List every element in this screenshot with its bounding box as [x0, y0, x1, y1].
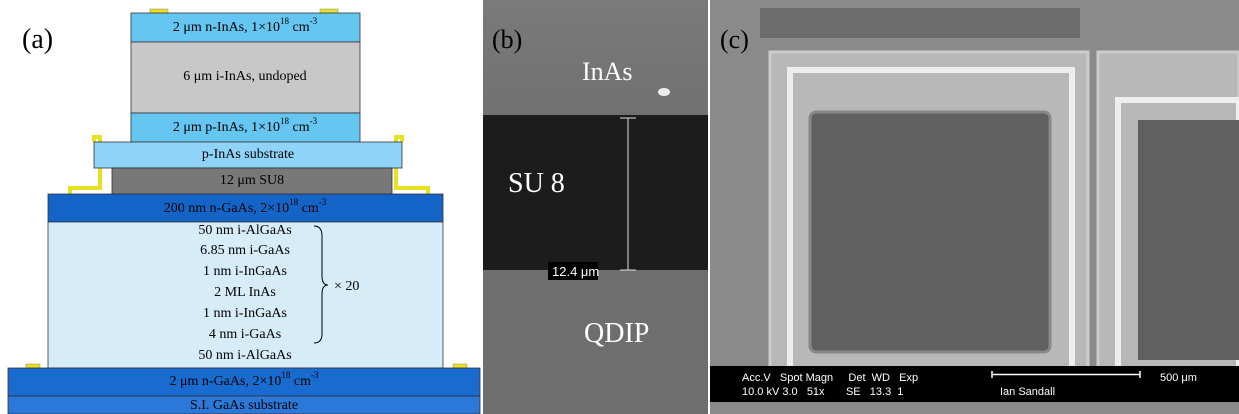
- region-label: SU 8: [508, 168, 565, 199]
- panel-label: (b): [492, 25, 522, 54]
- sl-line: 50 nm i-AlGaAs: [198, 348, 291, 363]
- info-header: Acc.V Spot Magn Det WD Exp: [742, 372, 918, 384]
- region-label: QDIP: [584, 318, 649, 349]
- layer-label: p-InAs substrate: [202, 147, 294, 162]
- sl-line: 6.85 nm i-GaAs: [200, 243, 290, 258]
- scale-label: 12.4 μm: [552, 264, 599, 279]
- scale-label: 500 μm: [1160, 372, 1197, 384]
- panel-a: (a) 2 μm n-InAs, 1×1018 cm-3 6 μm i-InAs…: [8, 9, 480, 414]
- sl-line: 2 ML InAs: [214, 285, 276, 300]
- sl-line: 4 nm i-GaAs: [209, 327, 281, 342]
- layer-label: 6 μm i-InAs, undoped: [183, 69, 306, 84]
- layer-label: S.I. GaAs substrate: [190, 398, 298, 413]
- panel-label: (a): [22, 24, 53, 55]
- figure: (a) 2 μm n-InAs, 1×1018 cm-3 6 μm i-InAs…: [0, 0, 1239, 414]
- top-structures: [760, 8, 1080, 38]
- device-pad: [810, 112, 1050, 352]
- panel-c: (c) Acc.V Spot Magn Det WD Exp 10.0 kV 3…: [710, 0, 1239, 414]
- layer-label: 12 μm SU8: [220, 173, 284, 188]
- sl-line: 1 nm i-InGaAs: [203, 306, 287, 321]
- sl-line: 1 nm i-InGaAs: [203, 264, 287, 279]
- particle: [658, 88, 670, 96]
- device-pad: [1138, 120, 1239, 360]
- sl-line: 50 nm i-AlGaAs: [198, 223, 291, 238]
- info-values: 10.0 kV 3.0 51x SE 13.3 1: [742, 386, 903, 398]
- repeat-label: × 20: [334, 279, 359, 294]
- operator: Ian Sandall: [1000, 386, 1055, 398]
- panel-label: (c): [720, 25, 749, 54]
- panel-b: (b) InAs SU 8 12.4 μm QDIP: [483, 0, 708, 414]
- region-label: InAs: [582, 57, 633, 86]
